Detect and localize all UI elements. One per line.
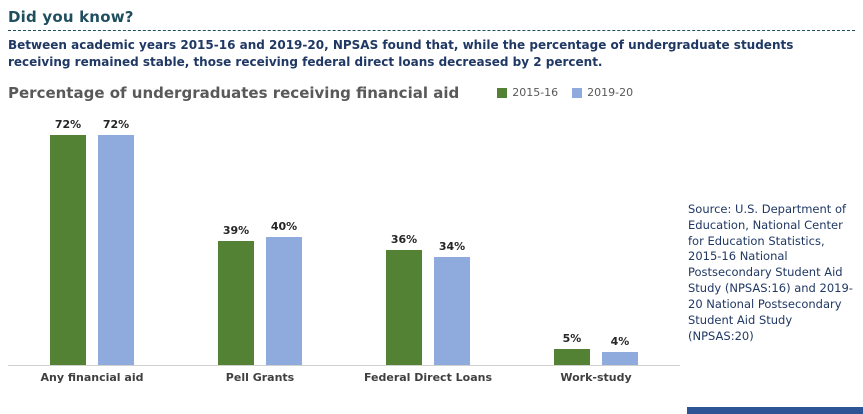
bar bbox=[386, 249, 422, 365]
bar-column: 36% bbox=[386, 233, 422, 365]
legend-item: 2019-20 bbox=[572, 86, 633, 99]
bar-column: 39% bbox=[218, 224, 254, 365]
bar-value-label: 36% bbox=[390, 232, 418, 246]
legend-label: 2015-16 bbox=[512, 86, 559, 100]
bar bbox=[434, 256, 470, 365]
chart-header: Percentage of undergraduates receiving f… bbox=[8, 84, 680, 102]
category-label: Work-study bbox=[560, 370, 632, 384]
bar-column: 34% bbox=[434, 240, 470, 365]
legend-swatch-icon bbox=[497, 87, 508, 98]
legend-item: 2015-16 bbox=[497, 86, 558, 99]
bar-chart: Percentage of undergraduates receiving f… bbox=[8, 84, 680, 384]
bar bbox=[554, 348, 590, 365]
bar bbox=[98, 134, 134, 365]
intro-text: Between academic years 2015-16 and 2019-… bbox=[8, 38, 794, 70]
legend-swatch-icon bbox=[572, 87, 583, 98]
bar-column: 5% bbox=[554, 332, 590, 365]
bar-value-label: 39% bbox=[222, 223, 250, 237]
bar-value-label: 4% bbox=[610, 334, 630, 348]
bar bbox=[218, 240, 254, 365]
bar-value-label: 34% bbox=[438, 239, 466, 253]
chart-title: Percentage of undergraduates receiving f… bbox=[8, 83, 460, 102]
bar-column: 72% bbox=[50, 118, 86, 365]
chart-section: Percentage of undergraduates receiving f… bbox=[8, 84, 855, 384]
bar-value-label: 5% bbox=[562, 331, 582, 345]
category-label: Federal Direct Loans bbox=[363, 370, 493, 384]
bar bbox=[602, 351, 638, 365]
dashed-divider bbox=[8, 30, 855, 31]
source-note: Source: U.S. Department of Education, Na… bbox=[688, 201, 853, 343]
legend: 2015-16 2019-20 bbox=[497, 86, 633, 99]
bar bbox=[266, 236, 302, 365]
bar-group: 5% 4% bbox=[554, 332, 638, 365]
page-title: Did you know? bbox=[8, 8, 134, 26]
footer-bar bbox=[687, 407, 863, 414]
category-label: Any financial aid bbox=[40, 370, 144, 384]
bar-group: 72% 72% bbox=[50, 118, 134, 365]
bar-group: 39% 40% bbox=[218, 220, 302, 365]
bar-plot: 72% 72% 39% 40% 36% 34% 5% 4% bbox=[8, 108, 680, 366]
legend-label: 2019-20 bbox=[587, 86, 634, 100]
bar bbox=[50, 134, 86, 365]
bar-value-label: 40% bbox=[270, 219, 298, 233]
bar-group: 36% 34% bbox=[386, 233, 470, 365]
bar-column: 40% bbox=[266, 220, 302, 365]
category-label: Pell Grants bbox=[225, 370, 295, 384]
bar-value-label: 72% bbox=[54, 117, 82, 131]
bar-column: 72% bbox=[98, 118, 134, 365]
bar-column: 4% bbox=[602, 335, 638, 365]
bar-value-label: 72% bbox=[102, 117, 130, 131]
category-labels: Any financial aid Pell Grants Federal Dire… bbox=[8, 371, 680, 384]
